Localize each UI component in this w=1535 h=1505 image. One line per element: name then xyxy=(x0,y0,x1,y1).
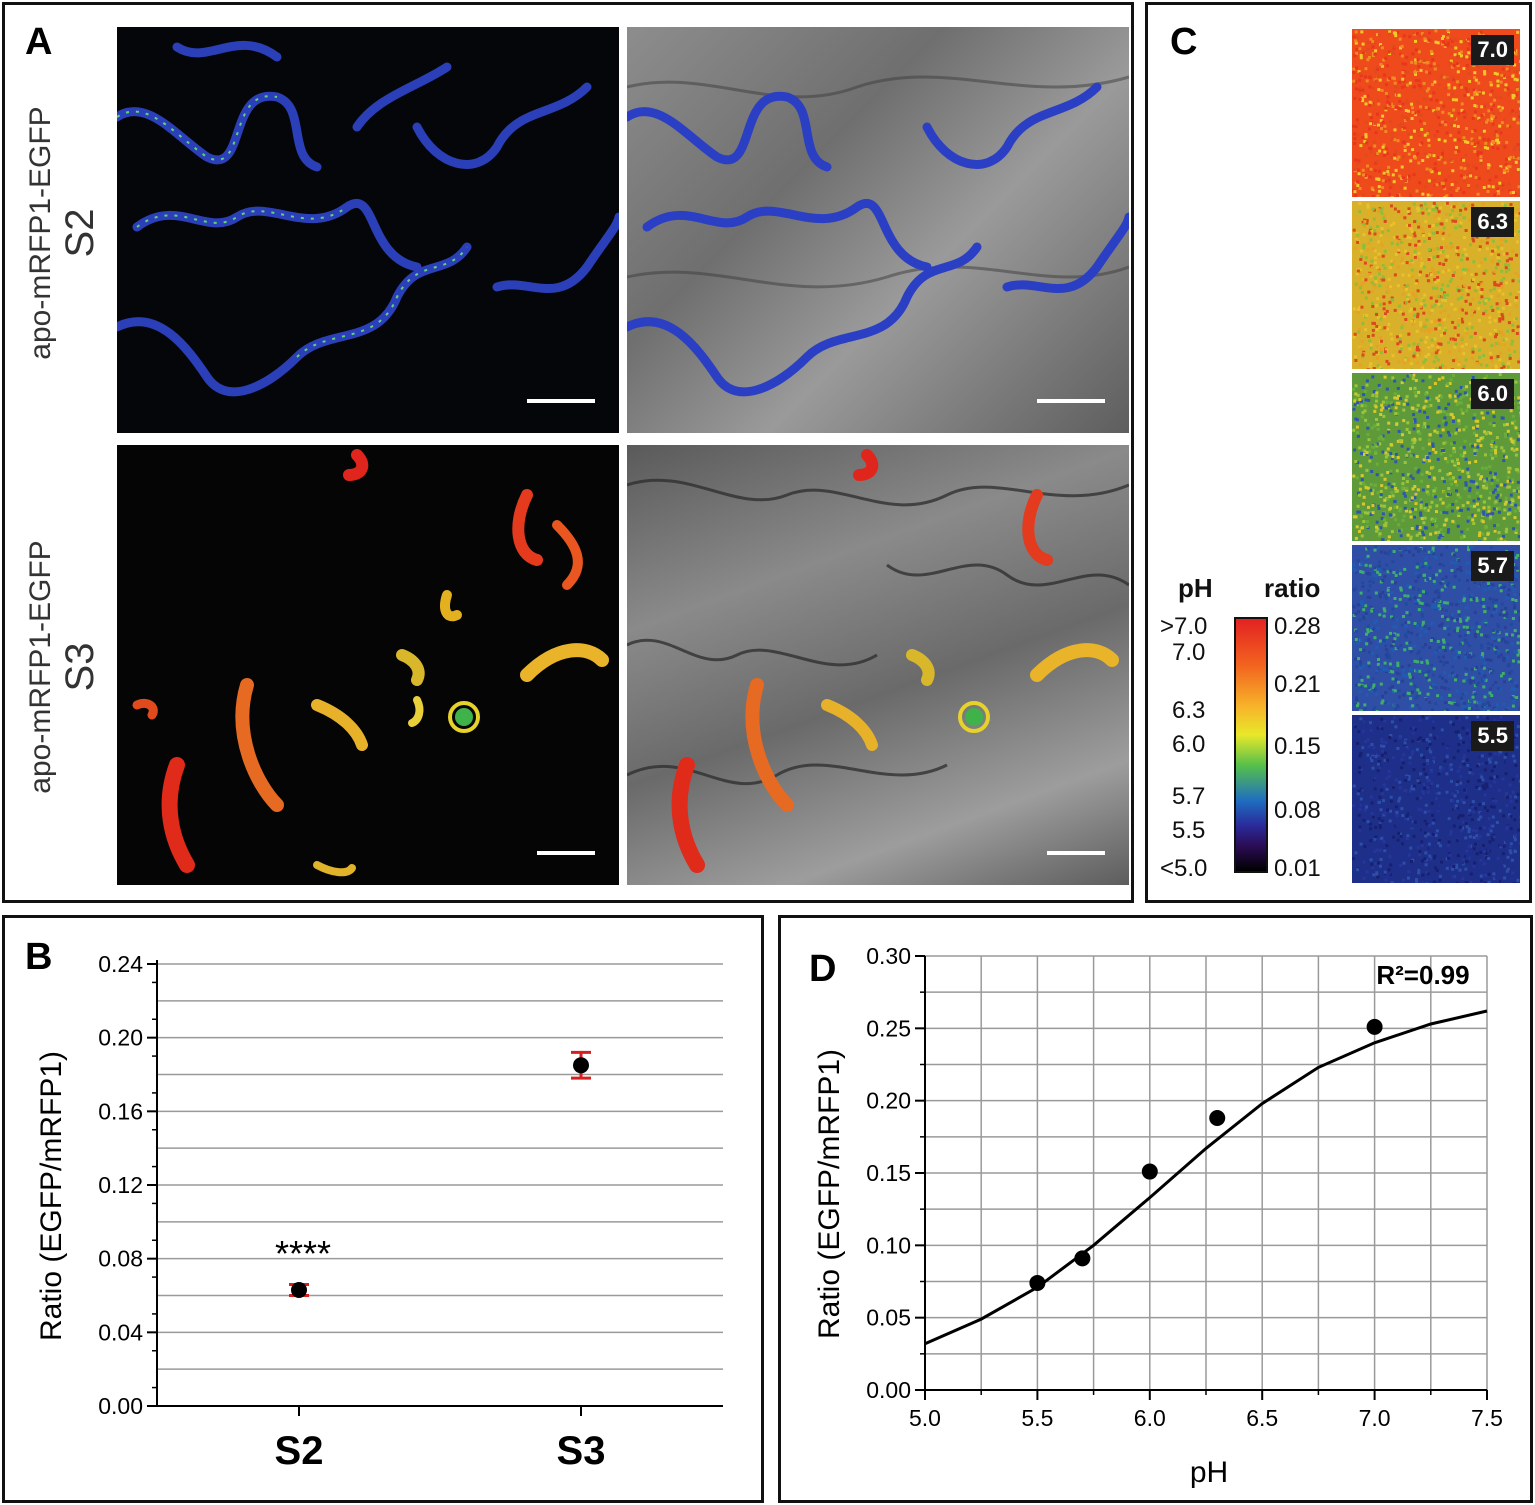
s3-overlay-image xyxy=(627,445,1129,885)
panel-b-y-tick-label: 0.16 xyxy=(98,1098,143,1124)
panel-d-y-tick-label: 0.20 xyxy=(866,1088,911,1114)
row-s2-stage: S2 xyxy=(58,208,102,258)
calibration-tag-ph6-3: 6.3 xyxy=(1471,207,1514,237)
panel-d-y-axis-label: Ratio (EGFP/mRFP1) xyxy=(813,1049,846,1339)
panel-b-y-tick-label: 0.20 xyxy=(98,1025,143,1051)
legend-ratio-header: ratio xyxy=(1264,573,1321,603)
panel-d-x-tick-label: 6.5 xyxy=(1246,1405,1278,1431)
panel-d-x-tick-label: 5.5 xyxy=(1021,1405,1053,1431)
ratio-label-0-15: 0.15 xyxy=(1274,733,1321,760)
panel-b-y-tick-label: 0.00 xyxy=(98,1393,143,1419)
panel-b-y-axis-label: Ratio (EGFP/mRFP1) xyxy=(35,1051,68,1341)
panel-d-point xyxy=(1366,1018,1383,1035)
panel-d-y-tick-label: 0.25 xyxy=(866,1015,911,1041)
ph-label-5-5: 5.5 xyxy=(1172,817,1206,844)
panel-d-label: D xyxy=(809,948,837,990)
colorbar xyxy=(1234,617,1268,873)
panel-b-y-tick-label: 0.08 xyxy=(98,1246,143,1272)
panel-b-point xyxy=(291,1281,307,1298)
calibration-tag-ph5-7: 5.7 xyxy=(1471,551,1514,581)
ph-label-7-0: 7.0 xyxy=(1172,639,1206,666)
ph-label-lt5: <5.0 xyxy=(1160,855,1208,882)
s2-overlay-scalebar xyxy=(1037,399,1105,403)
panel-d-y-tick-label: 0.30 xyxy=(866,943,911,969)
ratio-label-0-28: 0.28 xyxy=(1274,613,1321,640)
panel-b-y-tick-label: 0.12 xyxy=(98,1172,143,1198)
panel-b-point xyxy=(573,1057,589,1074)
ph-label-gt7: >7.0 xyxy=(1160,613,1208,640)
panel-b-x-tick-label: S3 xyxy=(557,1429,606,1473)
panel-a: A apo-mRFP1-EGFP S2 apo-mRFP1-EGFP S3 xyxy=(2,2,1134,903)
panel-d-x-tick-label: 7.0 xyxy=(1359,1405,1391,1431)
panel-d-chart: 0.00 0.05 0.10 0.15 0.20 0.25 0.30 5.0 5.5 6.0 6.5… xyxy=(813,943,1503,1489)
s2-fluorescence-scalebar xyxy=(527,399,595,403)
calibration-image-ph5-5: 5.5 xyxy=(1352,715,1520,883)
panel-b-y-tick-label: 0.24 xyxy=(98,951,143,977)
calibration-tag-ph6-0: 6.0 xyxy=(1471,379,1514,409)
panel-d-x-tick-label: 5.0 xyxy=(909,1405,941,1431)
s3-overlay-scalebar xyxy=(1047,851,1105,855)
panel-b-significance-annotation: **** xyxy=(275,1233,331,1274)
panel-b: B 0.00 0.04 0.08 0.12 0.16 0.20 0.24 S2 S3 Ratio… xyxy=(2,915,764,1503)
calibration-texture xyxy=(1352,715,1520,883)
ph-label-5-7: 5.7 xyxy=(1172,783,1206,810)
panel-d-point xyxy=(1029,1274,1046,1291)
panel-b-x-tick-label: S2 xyxy=(275,1429,324,1473)
panel-d-x-axis-label: pH xyxy=(1190,1456,1228,1489)
panel-c-label: C xyxy=(1170,21,1198,63)
s2-fluorescence-image xyxy=(117,27,619,433)
calibration-image-ph7-0: 7.0 xyxy=(1352,29,1520,197)
row-s3-stage: S3 xyxy=(58,642,102,692)
panel-d-point xyxy=(1209,1110,1226,1127)
panel-d-point xyxy=(1141,1163,1158,1180)
panel-d-x-tick-label: 7.5 xyxy=(1471,1405,1503,1431)
panel-d: D 0.00 0.05 0.10 0.15 0.20 0.25 0.30 5.0 5.5 6.0 6… xyxy=(778,915,1533,1503)
panel-d-r-squared: R²=0.99 xyxy=(1376,960,1469,990)
panel-b-y-tick-label: 0.04 xyxy=(98,1319,143,1345)
calibration-image-ph5-7: 5.7 xyxy=(1352,545,1520,711)
panel-a-label: A xyxy=(25,21,53,63)
panel-b-chart: 0.00 0.04 0.08 0.12 0.16 0.20 0.24 S2 S3 Ratio (… xyxy=(35,951,723,1473)
row-s2-label: apo-mRFP1-EGFP S2 xyxy=(24,68,124,398)
panel-d-x-tick-label: 6.0 xyxy=(1134,1405,1166,1431)
panel-d-fit-curve xyxy=(924,1009,1488,1346)
calibration-image-ph6-3: 6.3 xyxy=(1352,201,1520,369)
panel-b-label: B xyxy=(25,936,53,978)
row-s3-construct: apo-mRFP1-EGFP xyxy=(24,540,57,794)
s3-fluorescence-scalebar xyxy=(537,851,595,855)
ph-label-6-0: 6.0 xyxy=(1172,731,1206,758)
panel-d-y-tick-label: 0.15 xyxy=(866,1160,911,1186)
ratio-label-0-01: 0.01 xyxy=(1274,855,1321,882)
panel-d-y-tick-label: 0.10 xyxy=(866,1232,911,1258)
row-s2-construct: apo-mRFP1-EGFP xyxy=(24,106,57,360)
ratio-label-0-21: 0.21 xyxy=(1274,671,1321,698)
calibration-tag-ph7-0: 7.0 xyxy=(1471,35,1514,65)
calibration-tag-ph5-5: 5.5 xyxy=(1471,721,1514,751)
panel-d-y-tick-label: 0.05 xyxy=(866,1305,911,1331)
ph-label-6-3: 6.3 xyxy=(1172,697,1206,724)
row-s3-label: apo-mRFP1-EGFP S3 xyxy=(24,502,124,832)
legend-ph-header: pH xyxy=(1178,573,1213,603)
ratio-label-0-08: 0.08 xyxy=(1274,797,1321,824)
calibration-image-ph6-0: 6.0 xyxy=(1352,373,1520,541)
panel-d-y-tick-label: 0.00 xyxy=(866,1377,911,1403)
s2-overlay-image xyxy=(627,27,1129,433)
panel-c: C pH ratio >7.0 7.0 6.3 6.0 5.7 5.5 <5.0… xyxy=(1145,2,1532,903)
s3-fluorescence-image xyxy=(117,445,619,885)
panel-d-point xyxy=(1074,1250,1091,1267)
